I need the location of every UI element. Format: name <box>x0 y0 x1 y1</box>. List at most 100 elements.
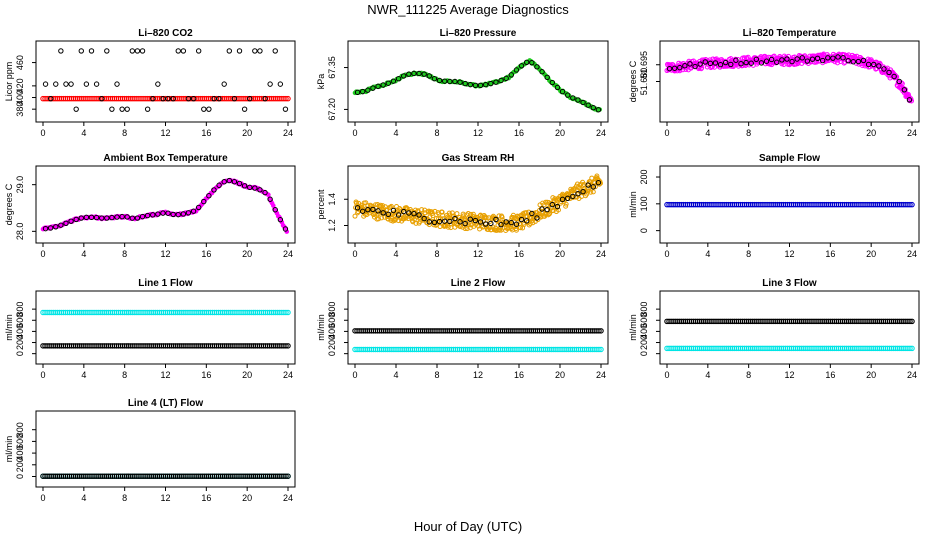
average-point <box>529 59 535 66</box>
series-line1 <box>40 309 291 316</box>
average-point <box>185 95 192 102</box>
x-tick-label: 20 <box>866 249 876 259</box>
data-point <box>445 224 451 230</box>
y-tick-label: 67.20 <box>327 98 337 121</box>
data-point <box>907 318 913 325</box>
plot-frame <box>35 290 296 365</box>
average-point <box>216 95 222 102</box>
average-point <box>590 104 597 111</box>
average-point <box>590 184 597 190</box>
x-tick-label: 12 <box>160 370 170 380</box>
x-tick-label: 16 <box>825 370 835 380</box>
average-point <box>441 78 448 84</box>
panel-6: Sample Flow ml/min 0 4 8 12 16 20 24 0 100 200 <box>628 153 920 259</box>
average-point <box>83 214 90 221</box>
average-point <box>513 221 520 227</box>
average-point <box>109 106 115 112</box>
panel-3: Li–820 Temperature degrees C 0 4 8 12 16 20 24 51… <box>628 28 920 138</box>
average-point <box>457 219 463 225</box>
average-point <box>150 212 156 218</box>
average-point <box>549 201 556 208</box>
data-point <box>354 200 360 206</box>
data-point <box>550 208 556 214</box>
average-point <box>252 185 258 191</box>
series-all <box>664 201 915 208</box>
data-point <box>563 201 569 207</box>
x-tick-label: 20 <box>555 370 565 380</box>
data-point <box>285 309 291 316</box>
average-point <box>779 57 785 63</box>
average-point <box>400 208 407 215</box>
average-point <box>236 48 243 54</box>
average-point <box>365 206 371 213</box>
x-tick-label: 8 <box>122 493 127 503</box>
average-point <box>426 73 433 79</box>
average-point <box>53 224 59 230</box>
average-point <box>47 95 54 102</box>
data-point <box>588 189 594 195</box>
average-point <box>559 88 566 95</box>
average-point <box>98 215 105 221</box>
x-tick-label: 16 <box>201 493 211 503</box>
average-point <box>211 95 217 102</box>
series-avg <box>42 48 289 112</box>
y-tick-label: 380 <box>15 102 25 117</box>
average-point <box>554 84 561 91</box>
average-point <box>539 69 545 75</box>
average-point <box>124 214 130 220</box>
x-tick-label: 0 <box>352 370 357 380</box>
x-tick-label: 12 <box>473 370 483 380</box>
average-point <box>503 75 509 82</box>
y-axis-label: ml/min <box>4 314 14 341</box>
average-point <box>871 61 877 68</box>
average-point <box>835 54 841 60</box>
average-point <box>518 216 525 223</box>
x-tick-label: 0 <box>40 493 45 503</box>
data-point <box>283 309 289 316</box>
y-tick-label: 420 <box>15 78 25 93</box>
plot-frame <box>347 290 609 365</box>
data-point <box>285 343 291 349</box>
x-axis-label: Hour of Day (UTC) <box>414 519 522 534</box>
data-point <box>430 213 436 219</box>
x-tick-label: 24 <box>283 249 293 259</box>
average-point <box>523 59 530 66</box>
x-tick-label: 20 <box>242 370 252 380</box>
average-point <box>431 219 438 226</box>
y-tick-label: 600 <box>639 313 649 328</box>
average-point <box>211 187 217 193</box>
data-point <box>521 222 527 228</box>
average-point <box>104 215 110 221</box>
x-tick-label: 12 <box>784 249 794 259</box>
average-point <box>175 211 181 218</box>
y-tick-label: 800 <box>15 422 25 437</box>
average-point <box>809 56 816 62</box>
average-point <box>58 48 64 54</box>
average-point <box>763 58 770 64</box>
average-point <box>247 184 253 191</box>
y-axis-label: ml/min <box>628 314 638 341</box>
average-point <box>564 195 571 202</box>
average-point <box>447 78 453 85</box>
plot-frame <box>659 290 920 365</box>
average-point <box>682 63 688 69</box>
y-tick-label: 1.2 <box>327 219 337 232</box>
average-point <box>784 56 790 62</box>
average-point <box>139 48 146 54</box>
average-point <box>160 95 166 102</box>
y-tick-label: 1.4 <box>327 193 337 206</box>
data-point <box>785 53 791 59</box>
average-point <box>452 215 458 222</box>
average-point <box>63 220 69 226</box>
x-tick-label: 12 <box>784 128 794 138</box>
average-point <box>395 212 402 218</box>
average-point <box>544 74 550 81</box>
plot-frame <box>347 165 609 244</box>
data-point <box>454 211 460 217</box>
average-point <box>702 59 708 65</box>
x-tick-label: 16 <box>201 128 211 138</box>
data-point <box>483 215 489 221</box>
average-point <box>88 214 95 221</box>
x-tick-label: 24 <box>596 128 606 138</box>
y-tick-label: 51.680 <box>639 68 649 96</box>
